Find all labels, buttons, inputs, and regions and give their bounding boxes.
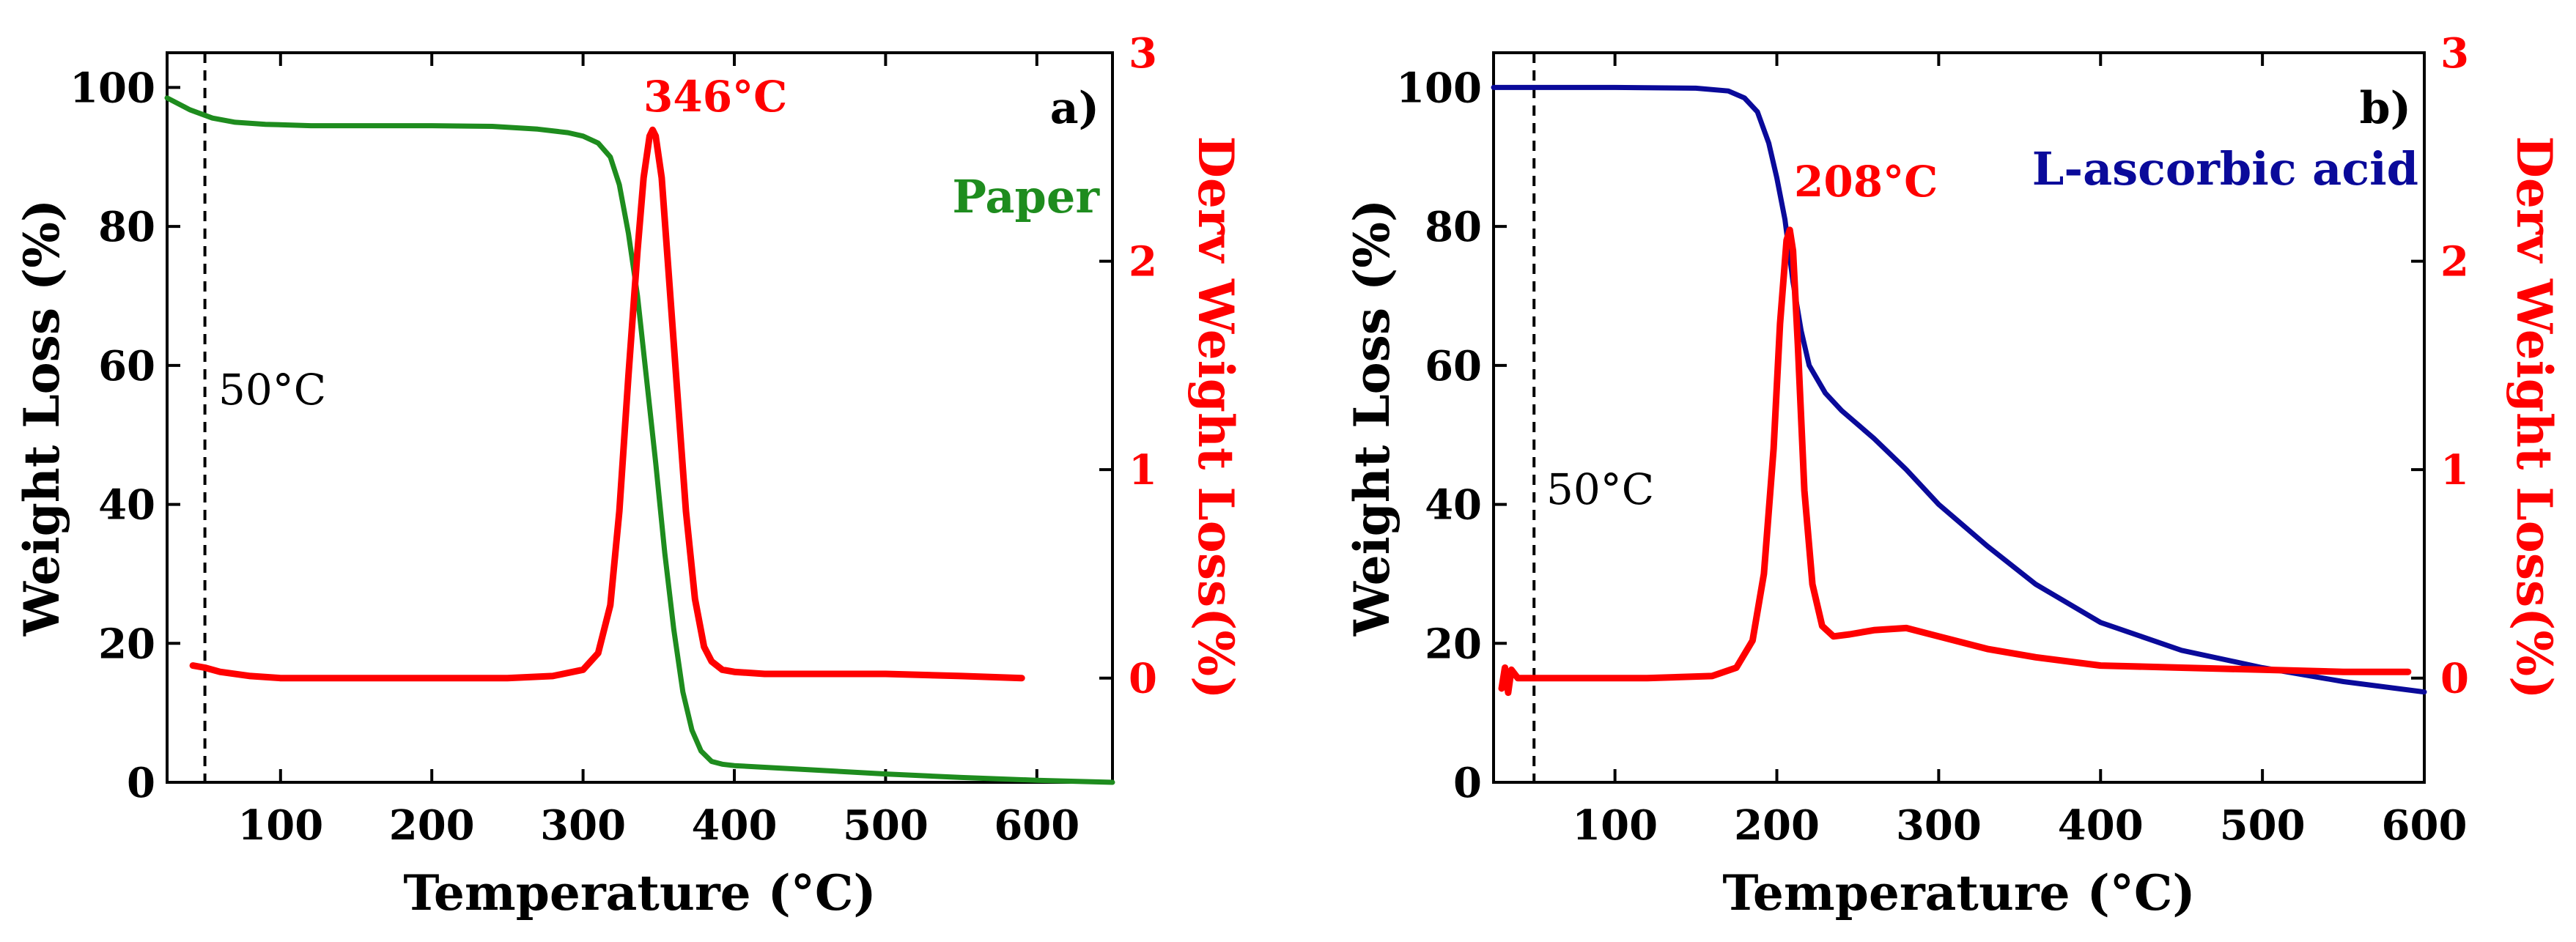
panel-b-y2-tick-label: 2 [2440, 238, 2469, 286]
panel-b-weight-line [1491, 84, 2427, 695]
panel-a-peak-label: 346°C [643, 72, 787, 122]
panel-b-x-tick-label: 300 [1896, 801, 1982, 850]
panel-b-y2-tick-label: 1 [2440, 446, 2469, 494]
panel-a-x-ticks: 100 200 300 400 500 600 [237, 53, 1080, 850]
panel-b-ascorbic-acid: 100 200 300 400 500 600 0 20 40 60 80 100 0 1 2 3 Tem… [1343, 29, 2563, 921]
panel-b-x-tick-label: 500 [2220, 801, 2306, 850]
panel-a-y2-axis-label: Derv Weight Loss(%) [1187, 136, 1244, 700]
panel-b-y2-ticks: 0 1 2 3 [2411, 29, 2469, 703]
panel-a-y-ticks: 0 20 40 60 80 100 [70, 64, 180, 807]
panel-a-y2-tick-label: 3 [1129, 29, 1157, 78]
panel-b-series [1491, 84, 2427, 697]
panel-b-y2-tick-label: 3 [2440, 29, 2469, 78]
panel-a-weight-line [164, 95, 1115, 785]
panel-b-sample-label: L-ascorbic acid [2032, 142, 2418, 196]
panel-b-y-tick-label: 20 [1425, 620, 1482, 668]
panel-b-y-ticks: 0 20 40 60 80 100 [1396, 64, 1507, 807]
panel-a-y-axis-label: Weight Loss (%) [13, 199, 70, 637]
panel-b-y2-axis-label: Derv Weight Loss(%) [2506, 136, 2563, 700]
panel-b-y-tick-label: 0 [1453, 759, 1482, 807]
panel-a-y-tick-label: 20 [98, 620, 155, 668]
panel-a-x-tick-label: 400 [692, 801, 778, 850]
panel-b-vline-label: 50°C [1546, 464, 1654, 514]
panel-a-x-axis-label: Temperature (°C) [403, 864, 876, 921]
panel-a-plot-frame [166, 51, 1114, 784]
panel-b-label: b) [2360, 83, 2411, 134]
panel-b-y-tick-label: 60 [1425, 342, 1482, 390]
panel-a-y-tick-label: 80 [98, 203, 155, 251]
panel-b-x-tick-label: 100 [1572, 801, 1658, 850]
panel-b-peak-label: 208°C [1794, 157, 1938, 207]
panel-a-vline-label: 50°C [218, 365, 326, 415]
panel-a-x-tick-label: 300 [540, 801, 626, 850]
panel-b-y-axis-label: Weight Loss (%) [1343, 199, 1400, 637]
panel-b-y-tick-label: 40 [1425, 481, 1482, 530]
panel-a-derivative-line [189, 126, 1025, 682]
panel-a-y2-tick-label: 1 [1129, 446, 1157, 494]
panel-a-x-tick-label: 200 [389, 801, 475, 850]
panel-a-series [164, 95, 1115, 785]
panel-a-x-tick-label: 600 [994, 801, 1080, 850]
panel-a-y-tick-label: 40 [98, 481, 155, 530]
panel-a-y2-tick-label: 0 [1129, 655, 1157, 703]
panel-a-y-tick-label: 60 [98, 342, 155, 390]
panel-a-y-tick-label: 100 [70, 64, 155, 112]
panel-a-paper: 100 200 300 400 500 600 0 20 40 60 80 100 0 1 2 3 Tem… [13, 29, 1244, 921]
panel-b-x-tick-label: 200 [1734, 801, 1820, 850]
panel-b-x-tick-label: 600 [2382, 801, 2468, 850]
panel-a-x-tick-label: 100 [237, 801, 323, 850]
panel-b-plot-frame [1492, 51, 2426, 784]
panel-b-x-ticks: 100 200 300 400 500 600 [1572, 53, 2467, 850]
panel-a-label: a) [1050, 83, 1099, 134]
panel-b-x-axis-label: Temperature (°C) [1722, 864, 2195, 921]
panel-a-y2-ticks: 0 1 2 3 [1099, 29, 1157, 703]
panel-a-y-tick-label: 0 [127, 759, 155, 807]
panel-b-y2-tick-label: 0 [2440, 655, 2469, 703]
panel-a-x-tick-label: 500 [843, 801, 929, 850]
panel-a-sample-label: Paper [952, 170, 1100, 223]
panel-b-x-tick-label: 400 [2058, 801, 2144, 850]
panel-b-y-tick-label: 80 [1425, 203, 1482, 251]
panel-b-derivative-line [1498, 226, 2412, 697]
panel-b-y-tick-label: 100 [1396, 64, 1482, 112]
panel-a-y2-tick-label: 2 [1129, 238, 1157, 286]
